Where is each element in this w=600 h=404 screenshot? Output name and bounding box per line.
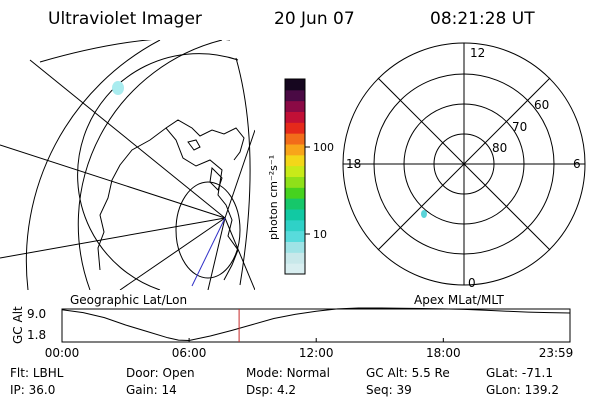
time-label: 08:21:28 UT	[430, 9, 535, 29]
y-tick-label: 9.0	[27, 307, 46, 321]
geographic-map	[0, 40, 255, 290]
status-mode: Mode: Normal	[246, 366, 330, 380]
polar-labels: 12 18 6 0 60 70 80	[346, 46, 581, 290]
colorbar-cell	[285, 241, 305, 253]
colorbar-cell	[285, 154, 305, 167]
altitude-series-line	[61, 307, 571, 342]
status-gain: Gain: 14	[126, 383, 177, 397]
colorbar-cell	[285, 111, 305, 123]
x-tick-label: 06:00	[172, 346, 207, 360]
meridian-line	[0, 144, 226, 219]
chart-ylabel: GC Alt	[11, 306, 25, 344]
mlt-diagonal	[377, 77, 551, 251]
aurora-spot	[421, 210, 427, 218]
aurora-spot	[112, 81, 124, 95]
colorbar-cell	[285, 176, 305, 188]
meridian-line	[0, 217, 226, 259]
app-title: Ultraviolet Imager	[48, 9, 202, 29]
x-tick-label: 00:00	[45, 346, 80, 360]
meridian-line	[119, 217, 226, 290]
colorbar-cell	[285, 144, 305, 156]
mlat-label-70: 70	[512, 120, 527, 134]
latitude-arc	[77, 40, 223, 290]
colorbar-cell	[285, 230, 305, 242]
colorbar-cell	[285, 133, 305, 145]
colorbar-tick-label: 100	[313, 141, 334, 154]
mlt-label-0: 0	[468, 276, 476, 290]
status-glon: GLon: 139.2	[486, 383, 559, 397]
x-tick-label: 23:59	[539, 346, 574, 360]
coastline	[97, 127, 239, 281]
coastline	[209, 166, 223, 191]
date-label: 20 Jun 07	[274, 9, 355, 29]
colorbar-cell	[285, 122, 305, 134]
map-boundary	[39, 40, 230, 63]
pole-circle	[175, 181, 241, 279]
colorbar-cell	[285, 198, 305, 210]
mlt-label-6: 6	[573, 157, 581, 171]
colorbar-cell	[285, 209, 305, 221]
mlat-label-60: 60	[534, 98, 549, 112]
colorbar-cell	[285, 165, 305, 177]
left-panel-caption: Geographic Lat/Lon	[70, 293, 187, 307]
colorbar-cell	[285, 100, 305, 112]
colorbar-cell	[285, 252, 305, 264]
colorbar-frame	[284, 78, 306, 275]
meridian-line	[29, 59, 226, 219]
satellite-track	[191, 217, 226, 287]
mlat-label-80: 80	[492, 141, 507, 155]
polar-plot	[342, 42, 586, 286]
status-gc-alt: GC Alt: 5.5 Re	[366, 366, 450, 380]
colorbar-unit-label: photon cm⁻²s⁻¹	[267, 155, 280, 240]
colorbar-cell	[285, 263, 305, 275]
colorbar-cell	[285, 89, 305, 102]
status-door: Door: Open	[126, 366, 195, 380]
y-tick-label: 1.8	[27, 328, 46, 342]
meridian-line	[224, 129, 255, 219]
coastline	[165, 119, 245, 161]
meridian-line	[207, 217, 226, 290]
colorbar-cell	[285, 187, 305, 199]
x-tick-label: 18:00	[426, 346, 461, 360]
latitude-arc	[25, 40, 161, 290]
status-ip: IP: 36.0	[10, 383, 55, 397]
latitude-arc	[77, 53, 239, 290]
status-flt: Flt: LBHL	[10, 366, 64, 380]
colorbar-tick-label: 10	[313, 228, 327, 241]
colorbar-cell	[285, 219, 305, 232]
altitude-chart: GC Alt 9.0 1.8 00:00 06:00 12:00 18:00 23:59	[11, 306, 573, 360]
status-glat: GLat: -71.1	[486, 366, 553, 380]
map-boundary	[235, 57, 251, 286]
status-dsp: Dsp: 4.2	[246, 383, 296, 397]
colorbar-cell	[285, 79, 305, 91]
mlt-label-12: 12	[470, 46, 485, 60]
status-seq: Seq: 39	[366, 383, 412, 397]
chart-frame	[61, 308, 571, 343]
right-panel-caption: Apex MLat/MLT	[414, 293, 504, 307]
mlt-label-18: 18	[346, 157, 361, 171]
coastline	[187, 139, 201, 151]
colorbar: 100 10 photon cm⁻²s⁻¹	[267, 78, 334, 275]
x-tick-label: 12:00	[299, 346, 334, 360]
status-panel: Flt: LBHL Door: Open Mode: Normal GC Alt…	[10, 366, 559, 397]
